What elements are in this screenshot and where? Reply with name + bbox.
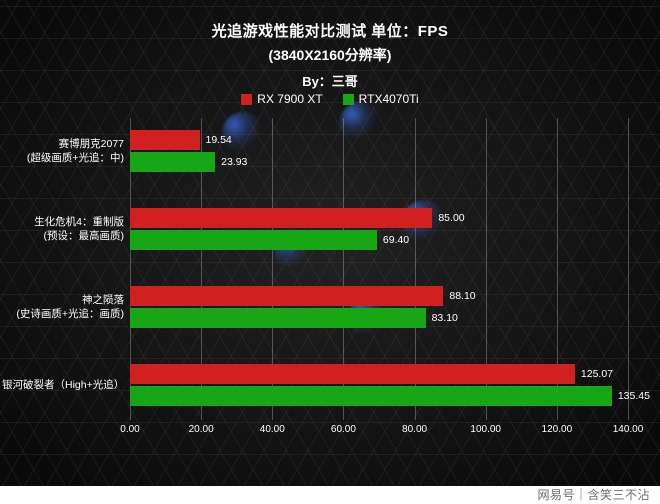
bar-value-label: 125.07	[581, 364, 613, 384]
legend-item: RTX4070Ti	[343, 92, 419, 106]
bar	[130, 230, 377, 250]
legend-item: RX 7900 XT	[241, 92, 322, 106]
bar-value-label: 69.40	[383, 230, 409, 250]
bar	[130, 308, 426, 328]
footer-text: 网易号｜含笑三不沾	[537, 488, 650, 502]
gridline	[628, 118, 629, 420]
x-tick-label: 20.00	[189, 424, 214, 435]
bar-value-label: 23.93	[221, 152, 247, 172]
bar	[130, 286, 443, 306]
page-footer: 网易号｜含笑三不沾	[0, 486, 660, 504]
bar	[130, 208, 432, 228]
category-label: 神之陨落(史诗画质+光追：画质)	[2, 293, 124, 321]
bar-value-label: 135.45	[618, 386, 650, 406]
x-tick-label: 140.00	[613, 424, 644, 435]
x-tick-label: 40.00	[260, 424, 285, 435]
bar	[130, 386, 612, 406]
chart-subtitle: (3840X2160分辨率)	[0, 45, 660, 65]
bar	[130, 130, 200, 150]
legend-label: RX 7900 XT	[257, 92, 322, 106]
bar-value-label: 88.10	[449, 286, 475, 306]
legend-swatch	[241, 94, 252, 105]
x-tick-label: 120.00	[542, 424, 573, 435]
x-tick-label: 100.00	[470, 424, 501, 435]
category-label: 生化危机4：重制版(预设：最高画质)	[2, 215, 124, 243]
plot-area: 19.5423.9385.0069.4088.1083.10125.07135.…	[130, 118, 628, 438]
chart-container: 光追游戏性能对比测试 单位：FPS (3840X2160分辨率) By：三哥 R…	[0, 0, 660, 486]
bar	[130, 364, 575, 384]
category-label: 赛博朋克2077(超级画质+光追：中)	[2, 137, 124, 165]
chart-byline: By：三哥	[0, 71, 660, 90]
legend-swatch	[343, 94, 354, 105]
chart-title: 光追游戏性能对比测试 单位：FPS	[0, 20, 660, 41]
x-tick-label: 0.00	[120, 424, 139, 435]
bar	[130, 152, 215, 172]
bar-value-label: 85.00	[438, 208, 464, 228]
bar-value-label: 19.54	[206, 130, 232, 150]
chart-title-block: 光追游戏性能对比测试 单位：FPS (3840X2160分辨率) By：三哥	[0, 20, 660, 90]
legend-label: RTX4070Ti	[359, 92, 419, 106]
chart-legend: RX 7900 XT RTX4070Ti	[0, 92, 660, 108]
x-tick-label: 80.00	[402, 424, 427, 435]
x-tick-label: 60.00	[331, 424, 356, 435]
bar-value-label: 83.10	[432, 308, 458, 328]
category-label: 银河破裂者（High+光追）	[2, 378, 124, 392]
